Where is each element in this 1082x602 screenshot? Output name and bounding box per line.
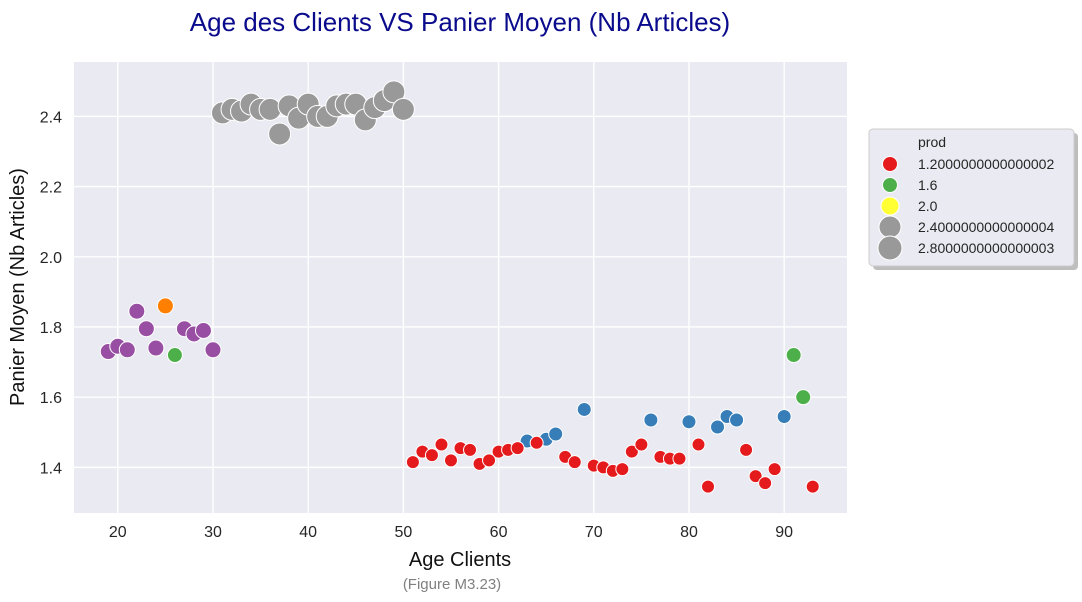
data-point-red (567, 455, 582, 470)
data-point-purple (137, 320, 155, 338)
data-point-gray (382, 80, 406, 104)
data-points (99, 80, 820, 494)
x-tick-label: 20 (109, 524, 127, 541)
figure-caption: (Figure M3.23) (403, 576, 501, 593)
grid (74, 62, 847, 513)
data-point-red (701, 479, 716, 494)
y-tick-label: 1.6 (40, 390, 62, 407)
data-point-orange (156, 297, 174, 315)
data-point-red (624, 444, 639, 459)
legend-label: 2.4000000000000004 (918, 219, 1054, 235)
data-point-green (166, 347, 183, 364)
data-point-red (739, 442, 754, 457)
legend-label: 2.0 (918, 198, 938, 214)
data-point-purple (147, 339, 165, 357)
data-point-red (510, 441, 525, 456)
x-tick-label: 30 (204, 524, 222, 541)
data-point-purple (204, 341, 222, 359)
data-point-red (482, 453, 497, 468)
legend-entries: 1.2000000000000002 1.6 2.0 2.40000000000000… (877, 156, 1054, 261)
data-point-red (748, 469, 763, 484)
y-tick-label: 2.0 (40, 250, 62, 267)
data-point-blue (548, 426, 564, 442)
data-point-purple (128, 302, 146, 320)
data-point-red (615, 462, 630, 477)
x-axis-label: Age Clients (409, 549, 511, 571)
data-point-red (529, 435, 544, 450)
data-point-gray (258, 97, 282, 121)
x-tick-label: 50 (394, 524, 412, 541)
legend-marker (882, 156, 898, 172)
legend-label: 2.8000000000000003 (918, 240, 1054, 256)
x-tick-label: 60 (490, 524, 508, 541)
data-point-blue (681, 414, 697, 430)
data-point-blue (576, 401, 592, 417)
legend-label: 1.2000000000000002 (918, 156, 1054, 172)
legend-title: prod (918, 134, 946, 150)
data-point-green (785, 347, 802, 364)
data-point-red (463, 442, 478, 457)
data-point-red (758, 476, 773, 491)
legend-marker (878, 215, 902, 239)
data-point-red (443, 453, 458, 468)
data-point-red (424, 448, 439, 463)
data-point-red (405, 455, 420, 470)
data-point-purple (194, 321, 212, 339)
data-point-purple (118, 341, 136, 359)
data-point-red (634, 437, 649, 452)
legend-box (868, 128, 1075, 267)
x-tick-labels: 20 30 40 50 60 70 80 90 (109, 524, 793, 541)
data-point-green (795, 389, 812, 406)
y-tick-labels: 1.4 1.6 1.8 2.0 2.2 2.4 (40, 109, 62, 477)
x-tick-label: 40 (299, 524, 317, 541)
y-tick-label: 2.2 (40, 180, 62, 197)
legend-marker (877, 235, 903, 261)
data-point-red (805, 479, 820, 494)
data-point-blue (643, 412, 659, 428)
legend-marker (882, 177, 898, 193)
data-point-gray (391, 97, 415, 121)
data-point-red (672, 451, 687, 466)
data-point-red (434, 437, 449, 452)
y-tick-label: 1.8 (40, 320, 62, 337)
data-point-blue (729, 412, 745, 428)
y-tick-label: 2.4 (40, 109, 62, 126)
legend: prod 1.2000000000000002 1.6 2.0 2.400000000… (868, 128, 1078, 270)
x-tick-label: 80 (680, 524, 698, 541)
legend-marker (880, 196, 900, 216)
data-point-blue (776, 408, 792, 424)
x-tick-label: 70 (585, 524, 603, 541)
x-tick-label: 90 (775, 524, 793, 541)
data-point-blue (710, 419, 726, 435)
data-point-gray (268, 122, 292, 146)
y-tick-label: 1.4 (40, 460, 62, 477)
data-point-red (767, 462, 782, 477)
y-axis-label: Panier Moyen (Nb Articles) (7, 168, 29, 406)
plot-area (74, 62, 847, 513)
data-point-red (691, 437, 706, 452)
legend-label: 1.6 (918, 177, 938, 193)
chart-title: Age des Clients VS Panier Moyen (Nb Arti… (190, 7, 730, 37)
